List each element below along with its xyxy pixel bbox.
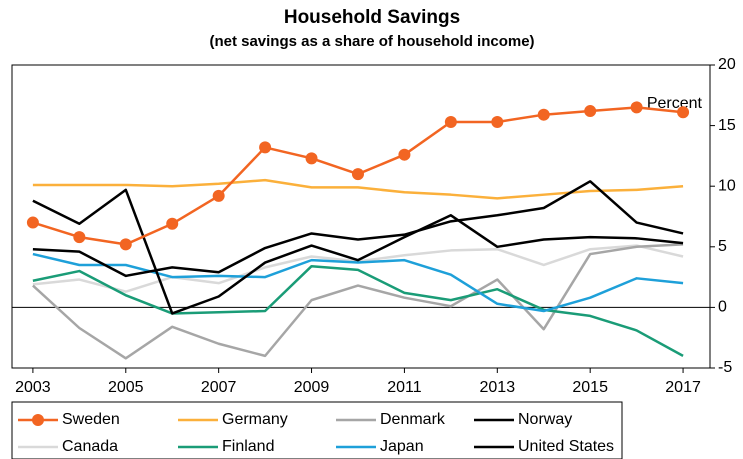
series-marker: [677, 106, 690, 119]
series-marker: [212, 189, 225, 202]
legend-label: Japan: [380, 438, 424, 455]
series-marker: [305, 152, 318, 165]
x-tick-label: 2005: [108, 379, 144, 396]
legend-label: Canada: [62, 438, 118, 455]
y-tick-label: 10: [718, 177, 736, 194]
x-tick-label: 2017: [665, 379, 701, 396]
y-tick-label: -5: [718, 359, 732, 376]
legend-frame: [11, 401, 623, 459]
series-marker: [444, 115, 457, 128]
chart-title: Household Savings: [284, 7, 460, 28]
chart-subtitle: (net savings as a share of household inc…: [209, 33, 534, 50]
series-marker: [630, 101, 643, 114]
x-tick-label: 2003: [15, 379, 51, 396]
legend-label: Norway: [518, 411, 572, 428]
x-tick-label: 2013: [480, 379, 516, 396]
legend-label: United States: [518, 438, 614, 455]
series-line: [32, 188, 684, 315]
y-tick-label: 0: [718, 299, 727, 316]
series-marker: [584, 105, 597, 118]
series-marker: [119, 238, 132, 251]
x-tick-label: 2007: [201, 379, 237, 396]
x-tick-label: 2015: [572, 379, 608, 396]
legend-label: Denmark: [380, 411, 446, 428]
series-marker: [398, 148, 411, 161]
series-marker: [259, 141, 272, 154]
series-marker: [491, 115, 504, 128]
series-line: [32, 180, 684, 278]
plot-frame: [11, 64, 711, 369]
series-marker: [537, 108, 550, 121]
series-marker: [73, 231, 86, 244]
series-marker: [26, 216, 39, 229]
y-tick-label: 20: [718, 56, 736, 73]
series-marker: [351, 168, 364, 181]
y-axis-label: Percent: [647, 95, 703, 112]
series-line: [32, 243, 684, 360]
series-line: [32, 264, 684, 357]
series-line: [32, 178, 684, 200]
series-marker: [166, 217, 179, 230]
y-tick-label: 15: [718, 117, 736, 134]
x-tick-label: 2009: [294, 379, 330, 396]
legend-label: Sweden: [62, 411, 120, 428]
series-line: [32, 252, 684, 313]
legend-label: Finland: [222, 438, 274, 455]
legend-label: Germany: [222, 411, 288, 428]
x-tick-label: 2011: [387, 379, 422, 396]
y-tick-label: 5: [718, 238, 727, 255]
legend-marker: [32, 414, 44, 426]
